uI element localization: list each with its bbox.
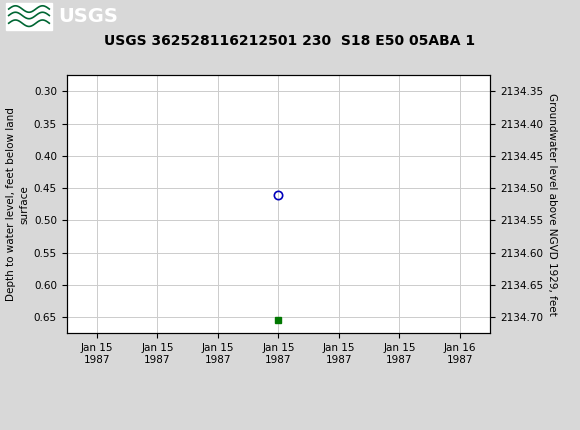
Bar <box>6 3 52 30</box>
Y-axis label: Depth to water level, feet below land
surface: Depth to water level, feet below land su… <box>6 108 30 301</box>
Text: USGS 362528116212501 230  S18 E50 05ABA 1: USGS 362528116212501 230 S18 E50 05ABA 1 <box>104 34 476 49</box>
Text: USGS: USGS <box>58 6 118 26</box>
Y-axis label: Groundwater level above NGVD 1929, feet: Groundwater level above NGVD 1929, feet <box>547 93 557 316</box>
